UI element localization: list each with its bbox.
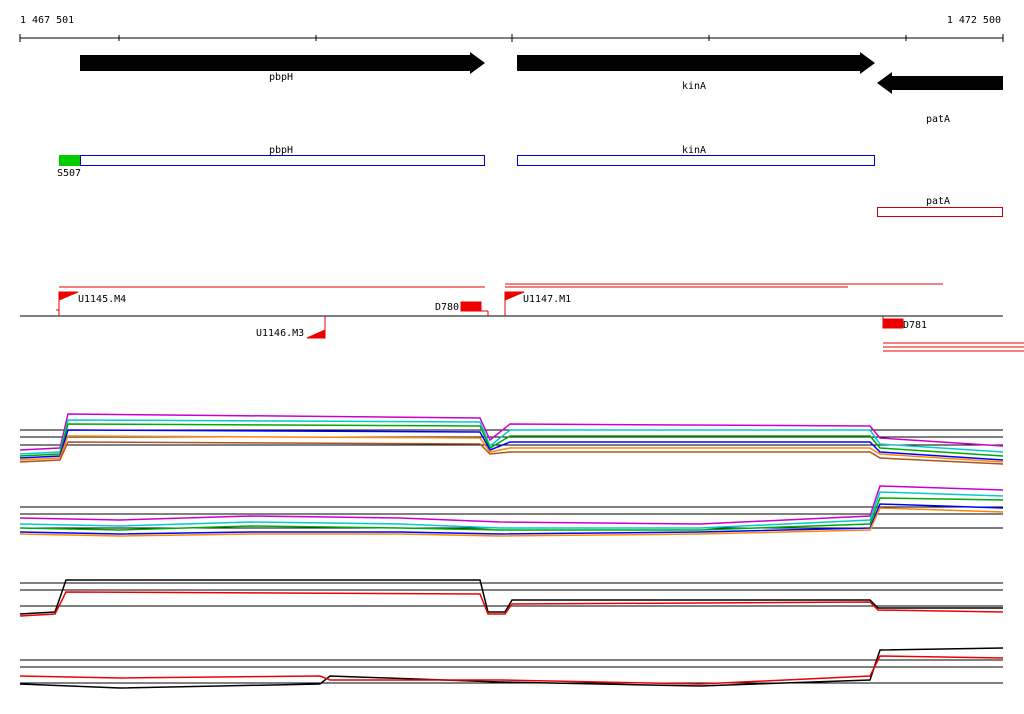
gene-label: pbpH — [269, 72, 293, 83]
annotation-label: patA — [926, 196, 950, 207]
ruler — [19, 34, 1004, 42]
feature-marks — [56, 291, 904, 339]
annotation-label: kinA — [682, 145, 706, 156]
transcript-lines — [59, 283, 1024, 352]
feature-label: D781 — [903, 320, 927, 331]
ruler-start: 1 467 501 — [20, 15, 74, 26]
track-4 — [19, 647, 1004, 689]
feature-label: U1145.M4 — [78, 294, 126, 305]
track-2 — [19, 485, 1004, 537]
feature-label: D780 — [435, 302, 459, 313]
gene-arrow — [517, 52, 875, 74]
track-1 — [19, 413, 1004, 465]
feature-box — [59, 155, 80, 166]
track-3 — [19, 579, 1004, 617]
ruler-end: 1 472 500 — [947, 15, 1001, 26]
gene-label: patA — [926, 114, 950, 125]
feature-label: S507 — [57, 168, 81, 179]
gene-arrow — [80, 52, 485, 74]
gene-label: kinA — [682, 81, 706, 92]
feature-label: U1146.M3 — [256, 328, 304, 339]
annotation-box — [517, 155, 875, 166]
track-guides — [20, 429, 1003, 684]
feature-label: U1147.M1 — [523, 294, 571, 305]
annotation-box — [80, 155, 485, 166]
gene-arrow — [877, 72, 1003, 94]
annotation-label: pbpH — [269, 145, 293, 156]
annotation-box — [877, 207, 1003, 217]
